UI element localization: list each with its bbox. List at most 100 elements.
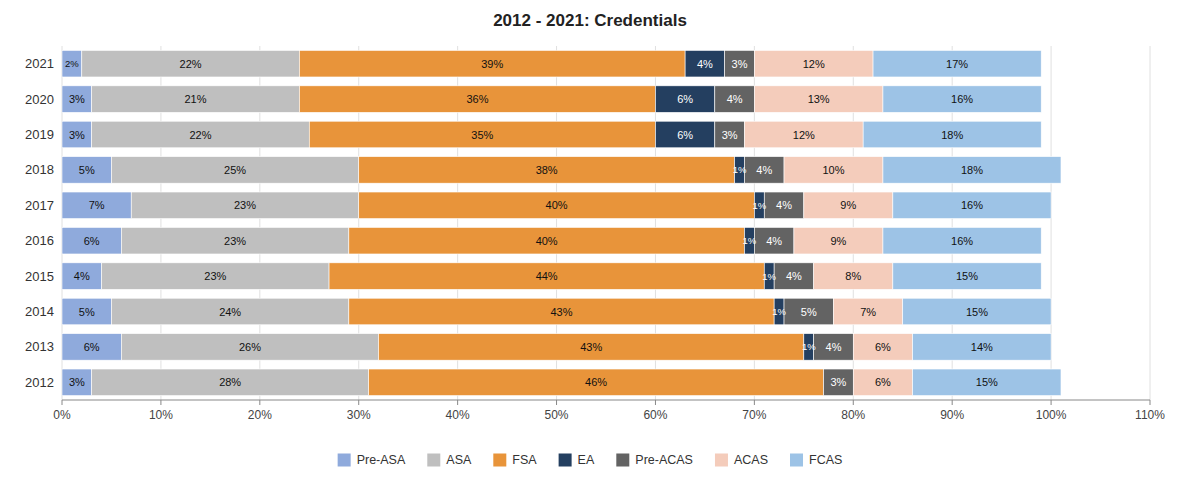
tick-label: 10% (149, 408, 173, 422)
data-labels: 2%3%3%5%7%6%4%5%6%3%22%21%22%25%23%23%23… (65, 58, 998, 389)
data-label: 3% (69, 93, 85, 105)
data-label: 4% (826, 341, 842, 353)
tick-label: 30% (347, 408, 371, 422)
bar-segment (131, 192, 358, 219)
category-label: 2017 (25, 198, 54, 213)
bar-segment (62, 334, 121, 361)
bar-segment (883, 157, 1061, 184)
bar-segment (121, 227, 348, 254)
legend-item: Pre-ACAS (616, 453, 693, 467)
bar-segment (893, 263, 1041, 290)
y-axis: 2021202020192018201720162015201420132012 (25, 56, 54, 390)
tick-label: 100% (1036, 408, 1067, 422)
data-label: 4% (776, 199, 792, 211)
legend-swatch (790, 454, 803, 467)
data-label: 18% (961, 164, 983, 176)
data-label: 10% (822, 164, 844, 176)
bar-segment (82, 50, 300, 77)
tick-mark (754, 400, 755, 405)
data-label: 4% (766, 235, 782, 247)
bar-segment (715, 86, 755, 113)
category-label: 2020 (25, 92, 54, 107)
tick-mark (952, 400, 953, 405)
tick-mark (853, 400, 854, 405)
legend-swatch (338, 454, 351, 467)
bar-segment (359, 157, 735, 184)
bar-segment (369, 369, 824, 396)
bar-segment (62, 192, 131, 219)
bar-segment (92, 86, 300, 113)
legend-item: FSA (493, 453, 537, 467)
tick-mark (160, 400, 161, 405)
bar-segment (784, 298, 833, 325)
bar-segment (62, 263, 102, 290)
bar-segment (913, 334, 1051, 361)
bar-segment (764, 192, 804, 219)
tick-label: 20% (248, 408, 272, 422)
bar-segment (62, 227, 121, 254)
tick-label: 50% (545, 408, 569, 422)
data-label: 3% (732, 58, 748, 70)
data-label: 43% (580, 341, 602, 353)
axis-line (62, 400, 1150, 401)
bar-segment (744, 121, 863, 148)
bar-segment (784, 157, 883, 184)
bar-segment (685, 50, 725, 77)
data-label: 12% (793, 129, 815, 141)
data-label: 15% (966, 306, 988, 318)
legend-swatch (616, 454, 629, 467)
category-label: 2013 (25, 339, 54, 354)
data-label: 43% (550, 306, 572, 318)
bar-segment (359, 192, 755, 219)
legend-label: EA (578, 453, 595, 467)
data-label: 4% (697, 58, 713, 70)
data-label: 8% (845, 270, 861, 282)
category-label: 2016 (25, 233, 54, 248)
title: 2012 - 2021: Credentials (493, 11, 687, 30)
legend-item: FCAS (790, 453, 842, 467)
data-label: 7% (89, 199, 105, 211)
data-label: 35% (471, 129, 493, 141)
data-label: 24% (219, 306, 241, 318)
bar-segment (655, 86, 714, 113)
data-label: 16% (951, 235, 973, 247)
bar-segment (774, 263, 814, 290)
bar-segment (804, 192, 893, 219)
bar-segment (299, 86, 655, 113)
legend-swatch (715, 454, 728, 467)
data-label: 40% (546, 199, 568, 211)
bar-segment (92, 369, 369, 396)
legend-item: EA (559, 453, 595, 467)
chart: 2012 - 2021: Credentials0%10%20%30%40%50… (0, 0, 1180, 484)
bar-segment (111, 157, 358, 184)
bar-segment (893, 192, 1051, 219)
data-label: 26% (239, 341, 261, 353)
data-label: 16% (961, 199, 983, 211)
data-label: 6% (84, 235, 100, 247)
data-label: 23% (204, 270, 226, 282)
data-label: 2% (65, 58, 79, 69)
data-label: 17% (946, 58, 968, 70)
bar-segment (299, 50, 685, 77)
data-label: 5% (79, 306, 95, 318)
legend-label: FCAS (809, 453, 842, 467)
data-label: 6% (875, 376, 891, 388)
bar-segment (725, 50, 755, 77)
category-label: 2019 (25, 127, 54, 142)
data-label: 9% (840, 199, 856, 211)
bar-segment (62, 86, 92, 113)
bar-segment (754, 50, 873, 77)
data-label: 1% (802, 341, 816, 352)
data-label: 38% (536, 164, 558, 176)
bar-segment (853, 369, 912, 396)
data-label: 1% (743, 235, 757, 246)
bar-segment (754, 86, 883, 113)
tick-mark (457, 400, 458, 405)
data-label: 25% (224, 164, 246, 176)
data-label: 4% (756, 164, 772, 176)
tick-label: 70% (742, 408, 766, 422)
bar-segment (833, 298, 902, 325)
data-label: 46% (585, 376, 607, 388)
tick-mark (1150, 400, 1151, 405)
bar-segment (744, 157, 784, 184)
